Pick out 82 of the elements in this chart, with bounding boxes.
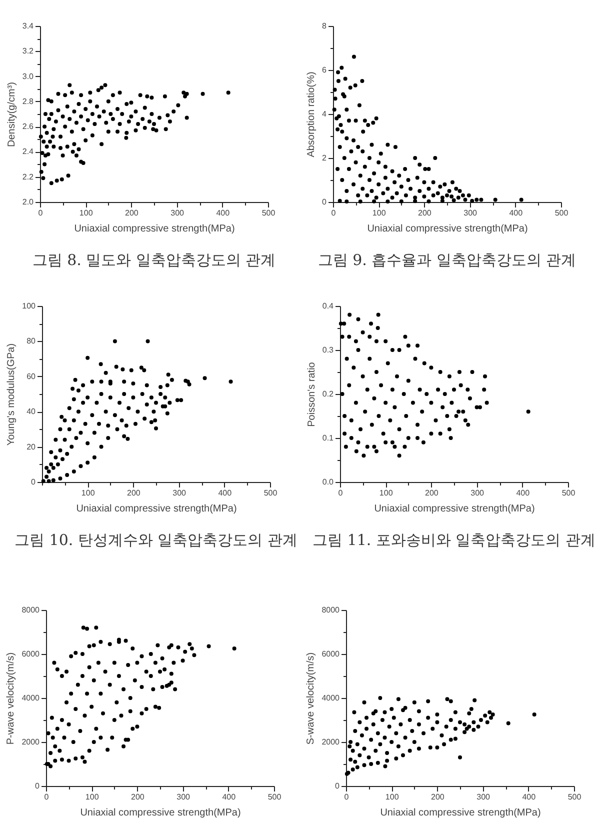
y-tick-label: 4000 [22, 694, 40, 702]
y-tick-label: 0 [322, 198, 328, 206]
x-tick-label: 200 [431, 792, 445, 802]
x-tick-label: 500 [554, 208, 569, 218]
y-tick-label: 3.0 [22, 72, 34, 81]
x-tick-label: 400 [516, 488, 530, 498]
y-tick-label: 3.4 [22, 22, 34, 30]
caption: 그림 8. 밀도와 일축압축강도의 관계 [32, 251, 276, 269]
y-tick-label: 100 [22, 302, 36, 310]
y-tick-label: 0.1 [322, 434, 334, 442]
x-tick-label: 300 [170, 208, 185, 218]
y-tick-label: 2.2 [22, 172, 34, 182]
y-tick-label: 0.0 [322, 478, 334, 486]
x-tick-label: 200 [418, 208, 432, 218]
y-tick-label: 0 [335, 782, 340, 790]
y-tick-label: 2.0 [22, 198, 34, 206]
x-tick-label: 400 [218, 488, 232, 498]
y-tick-label: 6 [322, 66, 328, 74]
x-tick-label: 300 [476, 792, 491, 802]
y-tick-label: 8000 [22, 606, 40, 614]
x-tick-label: 400 [522, 792, 536, 802]
x-axis-title: Uniaxial compressive strength(MPa) [374, 504, 535, 514]
y-tick-label: 2.8 [22, 96, 34, 106]
x-axis-title: Uniaxial compressive strength(MPa) [367, 224, 528, 234]
y-tick-label: 0.3 [322, 346, 334, 354]
x-tick-label: 100 [379, 488, 394, 498]
x-tick-label: 300 [464, 208, 478, 218]
x-tick-label: 400 [216, 208, 230, 218]
x-tick-label: 200 [131, 792, 145, 802]
y-tick-label: 80 [26, 336, 36, 346]
caption: 그림 10. 탄성계수와 일축압축강도의 관계 [14, 531, 298, 549]
y-tick-label: 0.4 [322, 302, 334, 310]
x-tick-label: 0 [44, 792, 50, 802]
y-tick-label: 8 [322, 22, 328, 30]
x-tick-label: 100 [81, 488, 96, 498]
y-tick-label: 0 [35, 782, 40, 790]
x-tick-label: 300 [172, 488, 187, 498]
x-tick-label: 500 [268, 792, 282, 802]
y-tick-label: 2.4 [22, 147, 34, 156]
y-axis-title: Young's modulus(GPa) [6, 343, 18, 446]
x-tick-label: 200 [425, 488, 439, 498]
y-axis-title: Absorption ratio(%) [306, 72, 318, 158]
x-axis-title: Uniaxial compressive strength(MPa) [74, 224, 235, 234]
x-tick-label: 500 [262, 208, 276, 218]
y-tick-label: 4000 [322, 694, 340, 702]
y-tick-label: 8000 [322, 606, 340, 614]
y-tick-label: 2000 [322, 738, 340, 746]
y-tick-label: 0 [31, 478, 36, 486]
x-tick-label: 300 [176, 792, 191, 802]
caption: 그림 9. 흡수율과 일축압축강도의 관계 [318, 251, 576, 269]
y-tick-label: 0.2 [322, 390, 334, 398]
x-tick-label: 400 [509, 208, 524, 218]
x-tick-label: 200 [127, 488, 141, 498]
x-tick-label: 100 [85, 792, 100, 802]
y-axis-title: S-wave velocity(m/s) [306, 652, 317, 745]
x-axis-title: Uniaxial compressive strength(MPa) [380, 808, 541, 818]
x-tick-label: 200 [125, 208, 139, 218]
x-tick-label: 0 [344, 792, 350, 802]
y-axis-title: P-wave velocity(m/s) [6, 652, 17, 745]
y-tick-label: 6000 [322, 650, 340, 658]
y-tick-label: 40 [26, 407, 36, 416]
x-axis-title: Uniaxial compressive strength(MPa) [80, 808, 241, 818]
y-tick-label: 4 [322, 110, 328, 118]
y-tick-label: 3.2 [22, 46, 34, 56]
caption: 그림 11. 포와송비와 일축압축강도의 관계 [312, 531, 596, 549]
x-tick-label: 100 [372, 208, 386, 218]
x-tick-label: 300 [470, 488, 485, 498]
x-tick-label: 500 [562, 488, 576, 498]
x-tick-label: 400 [222, 792, 236, 802]
y-tick-label: 2 [322, 154, 328, 162]
y-tick-label: 2.6 [22, 122, 34, 132]
y-tick-label: 2000 [22, 738, 40, 746]
x-axis-title: Uniaxial compressive strength(MPa) [76, 504, 237, 514]
y-axis-title: Density(g/cm³) [6, 82, 18, 148]
x-tick-label: 500 [568, 792, 582, 802]
y-axis-title: Poisson's ratio [306, 362, 318, 427]
x-tick-label: 100 [79, 208, 94, 218]
y-tick-label: 6000 [22, 650, 40, 658]
y-tick-label: 20 [26, 442, 36, 452]
y-tick-label: 60 [26, 372, 36, 381]
x-tick-label: 500 [264, 488, 278, 498]
x-tick-label: 100 [385, 792, 400, 802]
